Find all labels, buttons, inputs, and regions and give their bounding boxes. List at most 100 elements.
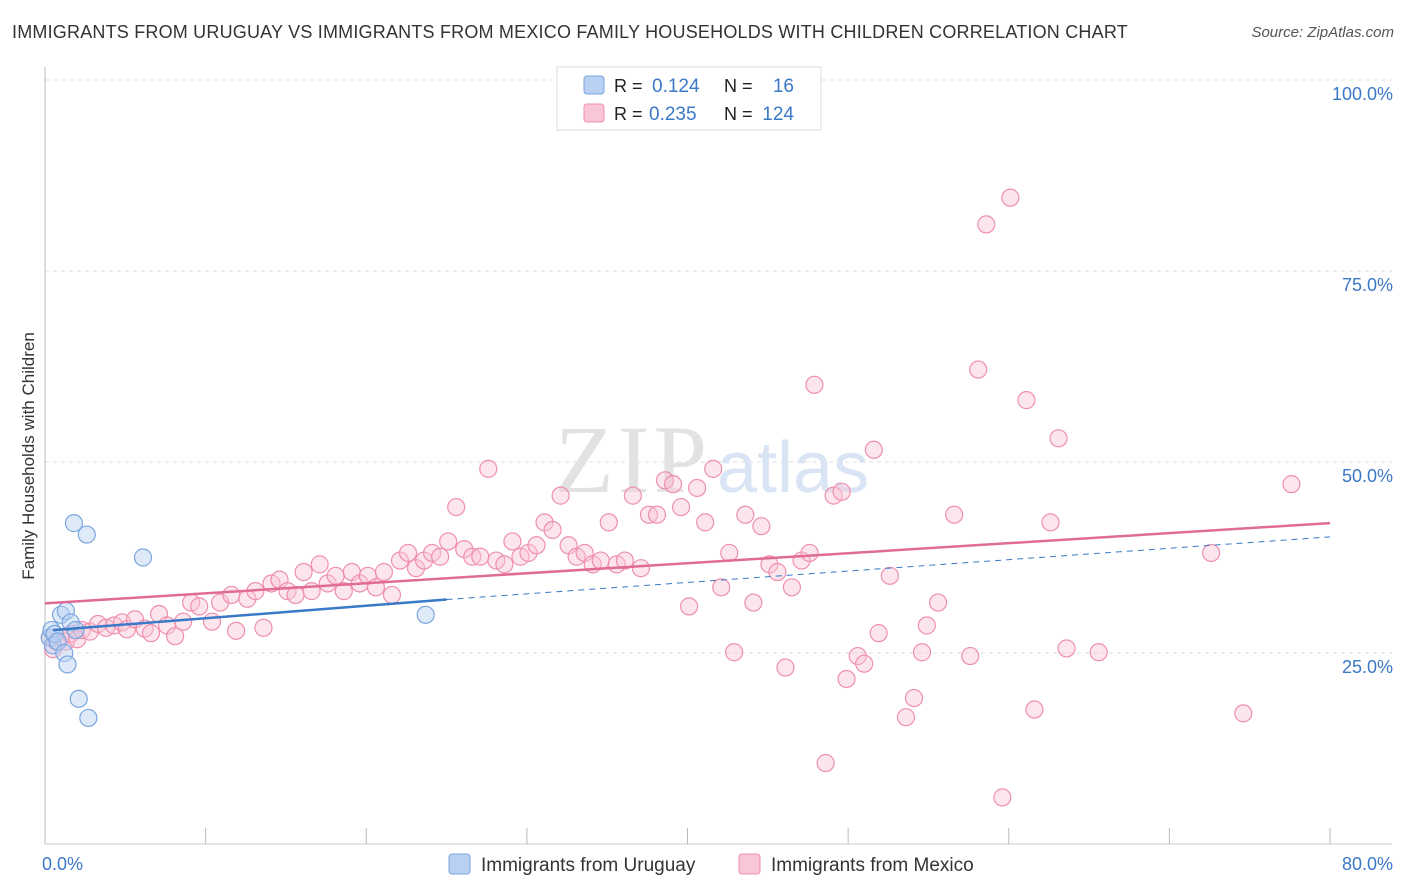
legend-n-label-uruguay: N =: [724, 76, 753, 96]
point-mexico: [141, 624, 161, 643]
point-mexico: [326, 566, 345, 585]
legend-r-value-mexico: 0.235: [649, 104, 697, 125]
legend-r-value-uruguay: 0.124: [652, 76, 700, 97]
point-mexico: [615, 551, 634, 570]
point-mexico: [945, 505, 964, 524]
point-mexico: [928, 593, 948, 612]
point-mexico: [724, 643, 744, 662]
watermark-atlas: atlas: [717, 428, 869, 508]
point-mexico: [663, 475, 683, 494]
series-legend-label-mexico: Immigrants from Mexico: [771, 855, 974, 876]
point-mexico: [254, 618, 273, 637]
point-mexico: [310, 555, 329, 574]
point-mexico: [782, 578, 802, 597]
point-mexico: [993, 788, 1012, 807]
point-uruguay: [79, 708, 98, 728]
point-mexico: [202, 612, 222, 631]
point-mexico: [1025, 700, 1044, 719]
point-mexico: [227, 621, 246, 640]
point-mexico: [800, 543, 819, 563]
point-mexico: [166, 627, 185, 646]
point-mexico: [880, 566, 899, 585]
point-mexico: [1041, 513, 1060, 532]
y-axis-label: Family Households with Children: [19, 332, 38, 580]
point-mexico: [816, 753, 835, 773]
point-mexico: [374, 562, 394, 582]
point-mexico: [1234, 704, 1253, 723]
y-tick-labels: 25.0% 50.0% 75.0% 100.0%: [1332, 84, 1393, 677]
legend-swatch-uruguay: [583, 75, 605, 95]
point-mexico: [961, 646, 980, 666]
point-mexico: [591, 551, 610, 570]
point-mexico: [744, 593, 763, 612]
point-mexico: [712, 578, 731, 597]
x-tick-label-max: 80.0%: [1342, 854, 1393, 874]
series-legend-swatch-mexico: [738, 853, 761, 875]
legend-swatch-mexico: [583, 103, 605, 123]
trend-lines: [44, 521, 1331, 632]
point-mexico: [1001, 188, 1020, 207]
point-mexico: [190, 597, 209, 616]
point-uruguay: [58, 655, 77, 674]
point-mexico: [917, 616, 936, 635]
point-uruguay: [64, 514, 84, 533]
legend-n-label-mexico: N =: [724, 104, 753, 124]
point-uruguay: [66, 620, 85, 640]
point-mexico: [832, 482, 851, 501]
y-tick-label: 100.0%: [1332, 84, 1393, 104]
chart-source: Source: ZipAtlas.com: [1251, 24, 1394, 41]
point-mexico: [471, 547, 490, 566]
point-mexico: [599, 513, 618, 532]
x-axis-ticks: [205, 828, 1331, 844]
x-tick-label-min: 0.0%: [42, 854, 83, 874]
point-mexico: [896, 708, 916, 727]
point-mexico: [439, 532, 458, 551]
trend-line-uruguay-extrapolated: [446, 536, 1331, 601]
point-mexico: [1017, 391, 1036, 410]
legend-r-label-mexico: R =: [614, 104, 643, 124]
y-tick-label: 50.0%: [1342, 466, 1393, 486]
point-mexico: [479, 459, 498, 478]
point-mexico: [1202, 543, 1221, 563]
legend-n-value-uruguay: 16: [773, 76, 794, 97]
point-mexico: [969, 360, 988, 379]
point-uruguay: [69, 689, 88, 708]
legend-r-label-uruguay: R =: [614, 76, 643, 96]
point-mexico: [543, 520, 562, 540]
point-uruguay: [48, 632, 67, 651]
point-mexico: [671, 497, 691, 517]
point-mexico: [294, 562, 313, 582]
series-legend-label-uruguay: Immigrants from Uruguay: [481, 855, 696, 876]
point-mexico: [805, 375, 824, 394]
point-mexico: [334, 582, 353, 601]
point-mexico: [1057, 639, 1076, 658]
point-mexico: [1089, 643, 1108, 662]
point-mexico: [704, 459, 723, 478]
point-uruguay: [133, 548, 153, 567]
point-mexico: [837, 669, 856, 689]
point-mexico: [1049, 429, 1068, 448]
point-mexico: [912, 643, 932, 662]
point-uruguay: [416, 605, 435, 624]
point-mexico: [1282, 475, 1301, 494]
point-mexico: [222, 585, 241, 605]
point-uruguay: [55, 643, 74, 663]
y-tick-label: 75.0%: [1342, 275, 1393, 295]
y-tick-label: 25.0%: [1342, 657, 1393, 677]
point-mexico: [503, 532, 522, 551]
point-mexico: [382, 585, 402, 605]
grid-lines: [45, 79, 1392, 654]
point-mexico: [864, 440, 883, 459]
point-mexico: [623, 486, 642, 505]
watermark-zip: ZIP: [555, 406, 711, 513]
point-mexico: [696, 513, 715, 532]
point-mexico: [647, 505, 667, 524]
point-mexico: [752, 517, 771, 536]
point-mexico: [680, 597, 699, 616]
stats-legend: R = 0.124 N = 16 R = 0.235 N = 124: [556, 66, 822, 131]
chart-title: IMMIGRANTS FROM URUGUAY VS IMMIGRANTS FR…: [12, 22, 1128, 42]
point-mexico: [527, 536, 546, 555]
series-mexico-points: [40, 188, 1301, 807]
point-mexico: [495, 555, 514, 574]
